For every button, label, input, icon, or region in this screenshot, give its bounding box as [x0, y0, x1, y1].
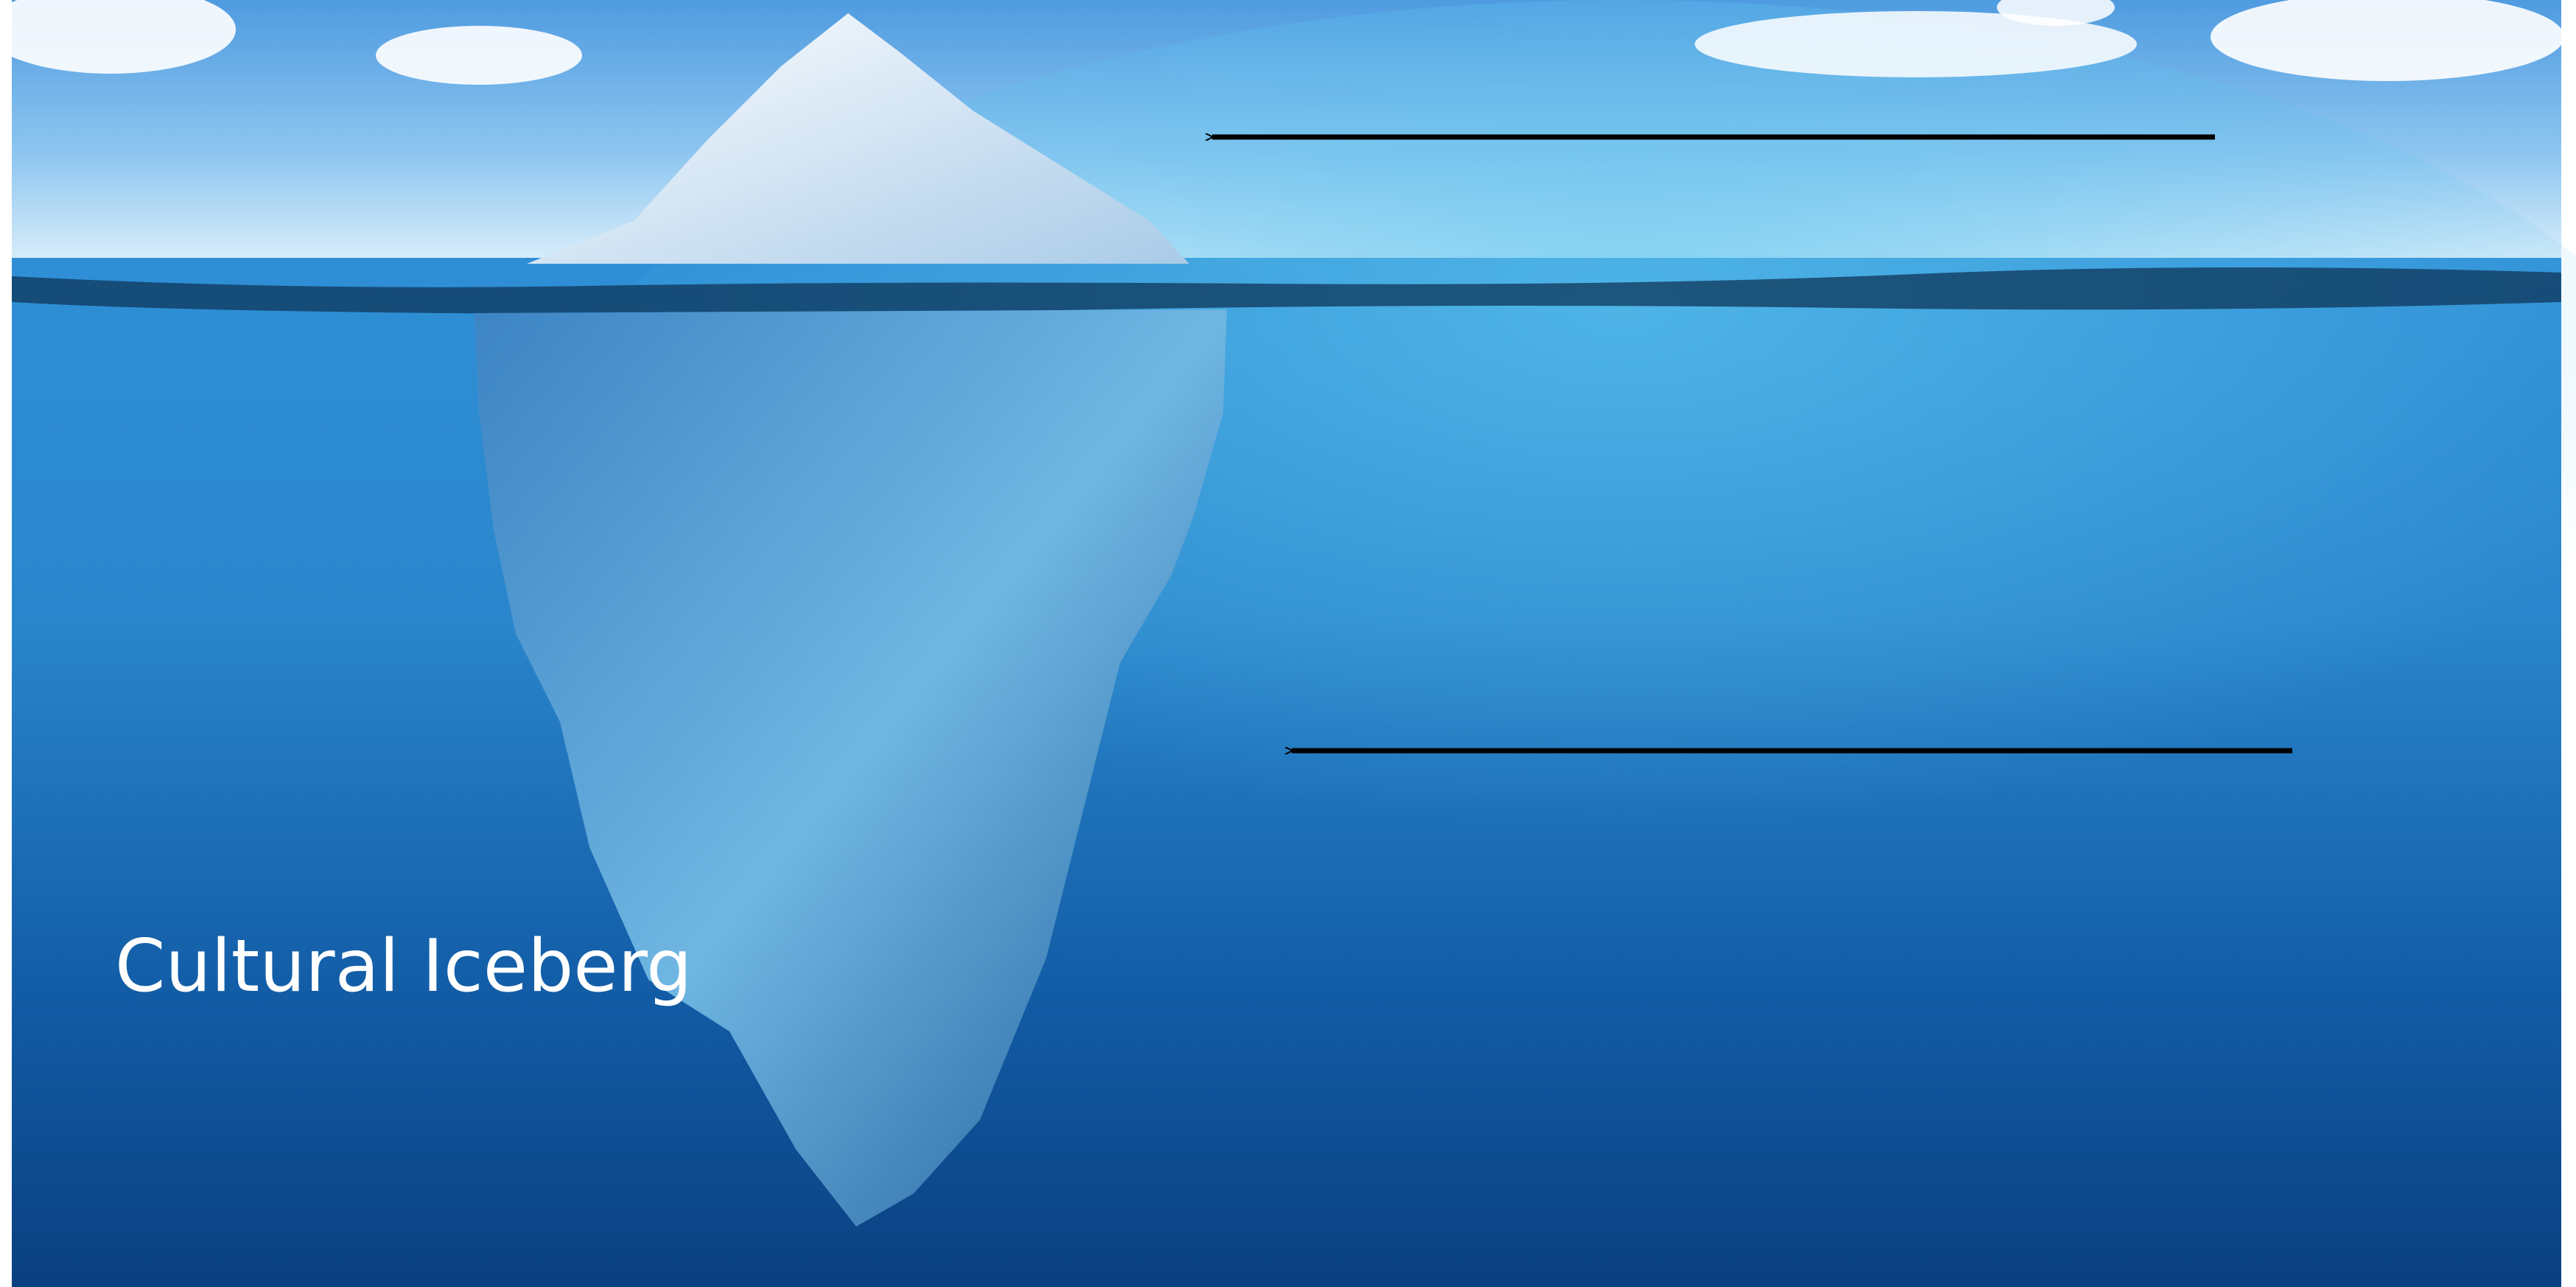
- background: [0, 0, 2576, 1287]
- page: Cultural Iceberg (() => { const data = J…: [0, 0, 2576, 1287]
- slide: Cultural Iceberg: [0, 0, 2576, 1287]
- slide-title: Cultural Iceberg: [115, 925, 692, 1009]
